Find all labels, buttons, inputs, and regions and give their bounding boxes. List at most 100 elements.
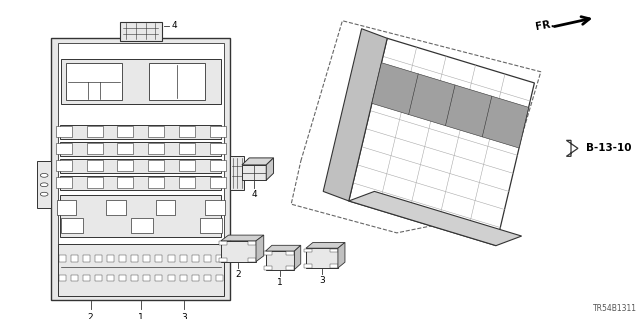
- Bar: [83, 275, 90, 281]
- Bar: [209, 160, 225, 171]
- Bar: [248, 258, 256, 262]
- Bar: [70, 255, 77, 262]
- Text: 3: 3: [319, 276, 324, 285]
- Bar: [60, 175, 221, 190]
- Bar: [209, 126, 225, 137]
- Bar: [209, 143, 225, 154]
- Bar: [248, 241, 256, 245]
- Circle shape: [40, 174, 48, 177]
- Bar: [118, 143, 134, 154]
- Bar: [60, 142, 221, 156]
- Bar: [209, 177, 225, 189]
- Bar: [86, 126, 102, 137]
- Polygon shape: [349, 38, 534, 246]
- Polygon shape: [372, 63, 529, 148]
- Bar: [192, 255, 199, 262]
- Bar: [192, 275, 199, 281]
- Text: FR.: FR.: [534, 19, 556, 32]
- Circle shape: [40, 183, 48, 187]
- Bar: [200, 218, 222, 233]
- Bar: [148, 160, 164, 171]
- Polygon shape: [221, 235, 264, 241]
- Bar: [66, 63, 122, 100]
- Bar: [264, 251, 272, 255]
- Polygon shape: [566, 140, 578, 156]
- Bar: [286, 251, 294, 255]
- Bar: [179, 160, 195, 171]
- Bar: [264, 266, 272, 270]
- Circle shape: [40, 192, 48, 196]
- Text: 2: 2: [88, 313, 93, 319]
- Bar: [156, 275, 163, 281]
- Bar: [306, 248, 338, 268]
- Text: B-13-10: B-13-10: [586, 143, 631, 153]
- Bar: [118, 177, 134, 189]
- Bar: [168, 255, 175, 262]
- Bar: [119, 275, 126, 281]
- Bar: [219, 241, 227, 245]
- Bar: [179, 143, 195, 154]
- Bar: [120, 22, 162, 41]
- Bar: [148, 143, 164, 154]
- Bar: [330, 264, 338, 268]
- Bar: [83, 255, 90, 262]
- Polygon shape: [266, 158, 273, 180]
- Bar: [242, 165, 266, 180]
- Bar: [86, 143, 102, 154]
- Bar: [56, 177, 72, 189]
- Bar: [56, 160, 72, 171]
- Bar: [58, 244, 224, 296]
- Text: 1: 1: [277, 278, 283, 286]
- Text: 1: 1: [138, 313, 143, 319]
- Bar: [59, 255, 65, 262]
- Bar: [330, 249, 338, 252]
- Bar: [219, 258, 227, 262]
- Bar: [286, 266, 294, 270]
- Bar: [106, 200, 125, 215]
- Bar: [61, 59, 221, 104]
- Bar: [61, 218, 83, 233]
- Bar: [118, 160, 134, 171]
- Bar: [56, 143, 72, 154]
- Text: 3: 3: [181, 313, 187, 319]
- Text: 2: 2: [236, 270, 241, 278]
- Bar: [86, 160, 102, 171]
- Bar: [216, 275, 223, 281]
- Bar: [180, 255, 187, 262]
- Text: TR54B1311: TR54B1311: [593, 304, 637, 313]
- Bar: [59, 275, 65, 281]
- Bar: [131, 218, 152, 233]
- Bar: [95, 255, 102, 262]
- Bar: [148, 177, 164, 189]
- Bar: [205, 200, 225, 215]
- Bar: [143, 275, 150, 281]
- Bar: [266, 251, 294, 270]
- Bar: [107, 255, 114, 262]
- Bar: [60, 159, 221, 173]
- Bar: [304, 249, 312, 252]
- Bar: [204, 275, 211, 281]
- Polygon shape: [266, 245, 301, 251]
- Bar: [179, 177, 195, 189]
- Bar: [131, 255, 138, 262]
- Bar: [221, 241, 256, 262]
- Polygon shape: [306, 242, 345, 248]
- Bar: [216, 255, 223, 262]
- Bar: [304, 264, 312, 268]
- Bar: [168, 275, 175, 281]
- Bar: [131, 275, 138, 281]
- Bar: [143, 255, 150, 262]
- Bar: [119, 255, 126, 262]
- Polygon shape: [338, 242, 345, 268]
- Polygon shape: [294, 245, 301, 270]
- Bar: [180, 275, 187, 281]
- Bar: [230, 156, 244, 190]
- Bar: [118, 126, 134, 137]
- Polygon shape: [256, 235, 264, 262]
- Bar: [60, 125, 221, 139]
- Bar: [204, 255, 211, 262]
- Polygon shape: [349, 191, 522, 246]
- Bar: [86, 177, 102, 189]
- Text: 4: 4: [172, 21, 177, 30]
- Bar: [156, 255, 163, 262]
